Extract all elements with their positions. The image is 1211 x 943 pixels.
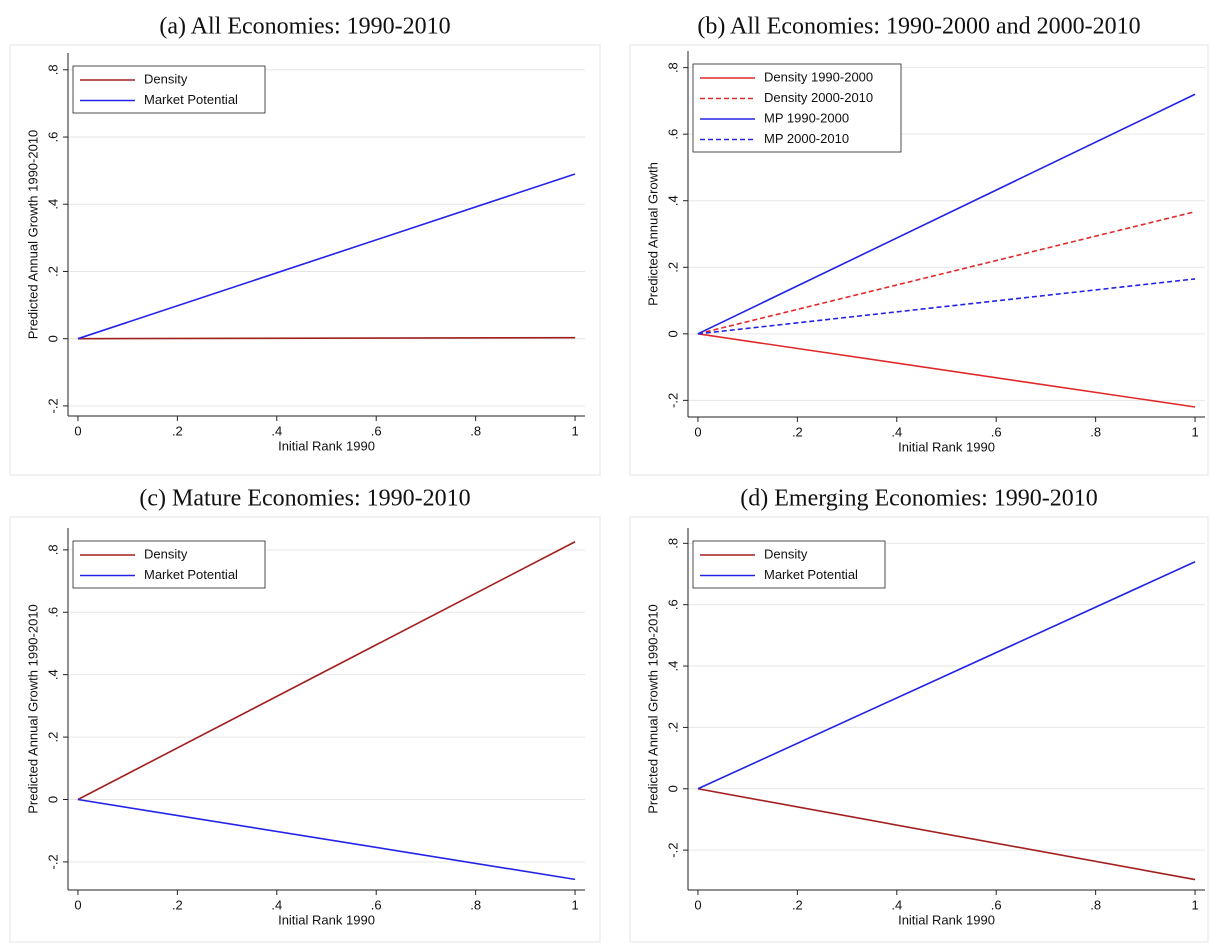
y-axis-label: Predicted Annual Growth bbox=[645, 162, 660, 306]
x-tick-label: .4 bbox=[271, 423, 282, 438]
x-axis-label: Initial Rank 1990 bbox=[898, 439, 995, 454]
panel-title: (d) Emerging Economies: 1990-2010 bbox=[740, 486, 1098, 512]
x-tick-label: .2 bbox=[792, 424, 803, 439]
y-tick-label: .6 bbox=[665, 129, 680, 140]
y-tick-label: .4 bbox=[665, 195, 680, 206]
x-tick-label: .8 bbox=[1090, 424, 1101, 439]
x-tick-label: 1 bbox=[571, 423, 578, 438]
panel-frame bbox=[629, 516, 1209, 943]
legend-label: Market Potential bbox=[764, 567, 858, 582]
x-tick-label: .2 bbox=[172, 423, 183, 438]
legend-label: Density 1990-2000 bbox=[764, 69, 873, 84]
series-line bbox=[77, 798, 576, 881]
y-tick-label: -.2 bbox=[45, 854, 60, 869]
x-tick-label: .8 bbox=[470, 423, 481, 438]
series-line bbox=[697, 93, 1196, 335]
x-tick-label: 0 bbox=[74, 423, 81, 438]
legend-box bbox=[72, 65, 266, 114]
x-tick-label: .6 bbox=[991, 424, 1002, 439]
y-tick-label: .8 bbox=[665, 62, 680, 73]
y-tick-label: .6 bbox=[45, 607, 60, 618]
series-line bbox=[697, 561, 1196, 790]
x-tick-label: .2 bbox=[172, 897, 183, 912]
legend-label: MP 1990-2000 bbox=[764, 110, 849, 125]
series-line bbox=[697, 787, 1196, 881]
x-tick-label: 0 bbox=[694, 897, 701, 912]
y-axis-label: Predicted Annual Growth 1990-2010 bbox=[25, 130, 40, 340]
legend-label: Density bbox=[144, 546, 188, 561]
y-tick-label: .8 bbox=[45, 64, 60, 75]
x-tick-label: .6 bbox=[991, 897, 1002, 912]
x-axis-label: Initial Rank 1990 bbox=[898, 912, 995, 927]
y-tick-label: 0 bbox=[665, 330, 680, 337]
x-tick-label: .8 bbox=[1090, 897, 1101, 912]
x-tick-label: .4 bbox=[891, 897, 902, 912]
panel-title: (c) Mature Economies: 1990-2010 bbox=[139, 486, 470, 512]
series-line bbox=[77, 173, 576, 340]
x-tick-label: .4 bbox=[271, 897, 282, 912]
x-tick-label: 1 bbox=[1191, 424, 1198, 439]
y-tick-label: .8 bbox=[665, 538, 680, 549]
y-tick-label: 0 bbox=[665, 785, 680, 792]
panel-frame bbox=[9, 516, 601, 943]
y-tick-label: .2 bbox=[45, 266, 60, 277]
series-line bbox=[77, 336, 576, 340]
x-tick-label: 0 bbox=[74, 897, 81, 912]
x-axis-label: Initial Rank 1990 bbox=[278, 438, 375, 453]
legend-label: Density 2000-2010 bbox=[764, 90, 873, 105]
y-tick-label: -.2 bbox=[665, 843, 680, 858]
series-line bbox=[697, 210, 1196, 335]
y-tick-label: .4 bbox=[45, 199, 60, 210]
x-tick-label: .6 bbox=[371, 897, 382, 912]
legend-label: Market Potential bbox=[144, 92, 238, 107]
series-line bbox=[697, 333, 1196, 408]
panel-title: (b) All Economies: 1990-2000 and 2000-20… bbox=[697, 14, 1140, 40]
legend-box bbox=[72, 540, 266, 589]
y-axis-label: Predicted Annual Growth 1990-2010 bbox=[645, 604, 660, 814]
x-tick-label: .6 bbox=[371, 423, 382, 438]
y-tick-label: .2 bbox=[665, 262, 680, 273]
y-tick-label: .4 bbox=[665, 661, 680, 672]
x-tick-label: 0 bbox=[694, 424, 701, 439]
legend-label: Density bbox=[764, 546, 808, 561]
y-tick-label: 0 bbox=[45, 796, 60, 803]
y-tick-label: -.2 bbox=[45, 398, 60, 413]
y-tick-label: -.2 bbox=[665, 393, 680, 408]
y-tick-label: .6 bbox=[665, 599, 680, 610]
x-tick-label: .2 bbox=[792, 897, 803, 912]
legend-label: Density bbox=[144, 71, 188, 86]
x-tick-label: .4 bbox=[891, 424, 902, 439]
legend-label: Market Potential bbox=[144, 567, 238, 582]
panel-frame bbox=[629, 44, 1209, 476]
y-tick-label: 0 bbox=[45, 335, 60, 342]
x-tick-label: 1 bbox=[1191, 897, 1198, 912]
y-tick-label: .4 bbox=[45, 669, 60, 680]
y-tick-label: .2 bbox=[45, 732, 60, 743]
x-tick-label: .8 bbox=[470, 897, 481, 912]
y-tick-label: .8 bbox=[45, 544, 60, 555]
y-tick-label: .6 bbox=[45, 132, 60, 143]
x-axis-label: Initial Rank 1990 bbox=[278, 912, 375, 927]
legend-box bbox=[692, 540, 886, 589]
series-line bbox=[77, 541, 576, 801]
panel-title: (a) All Economies: 1990-2010 bbox=[159, 14, 450, 40]
series-line bbox=[697, 278, 1196, 335]
x-tick-label: 1 bbox=[571, 897, 578, 912]
y-axis-label: Predicted Annual Growth 1990-2010 bbox=[25, 604, 40, 814]
panel-frame bbox=[9, 44, 601, 476]
legend-label: MP 2000-2010 bbox=[764, 131, 849, 146]
y-tick-label: .2 bbox=[665, 722, 680, 733]
